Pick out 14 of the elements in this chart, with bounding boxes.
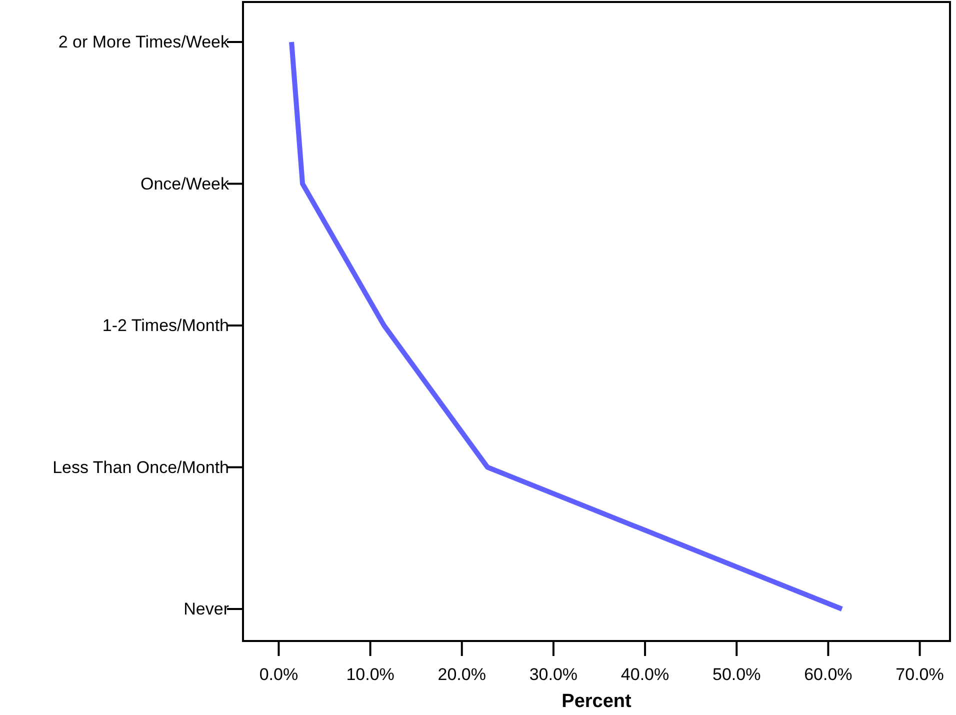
x-tick-label: 20.0% (438, 665, 486, 684)
y-tick-label: 1-2 Times/Month (102, 316, 229, 335)
y-tick-label: Never (184, 600, 230, 618)
x-tick-label: 60.0% (804, 665, 852, 684)
x-tick-label: 40.0% (620, 665, 670, 684)
y-tick-label: Less Than Once/Month (52, 458, 229, 477)
y-tick-label: Once/Week (140, 174, 230, 194)
y-tick-label: 2 or More Times/Week (58, 32, 230, 52)
x-tick-label: 50.0% (712, 665, 761, 684)
x-tick-label: 0.0% (259, 665, 298, 684)
x-tick-label: 70.0% (896, 665, 944, 684)
x-tick-label: 10.0% (346, 665, 394, 684)
x-axis-title: Percent (562, 691, 632, 712)
x-tick-label: 30.0% (529, 665, 578, 684)
